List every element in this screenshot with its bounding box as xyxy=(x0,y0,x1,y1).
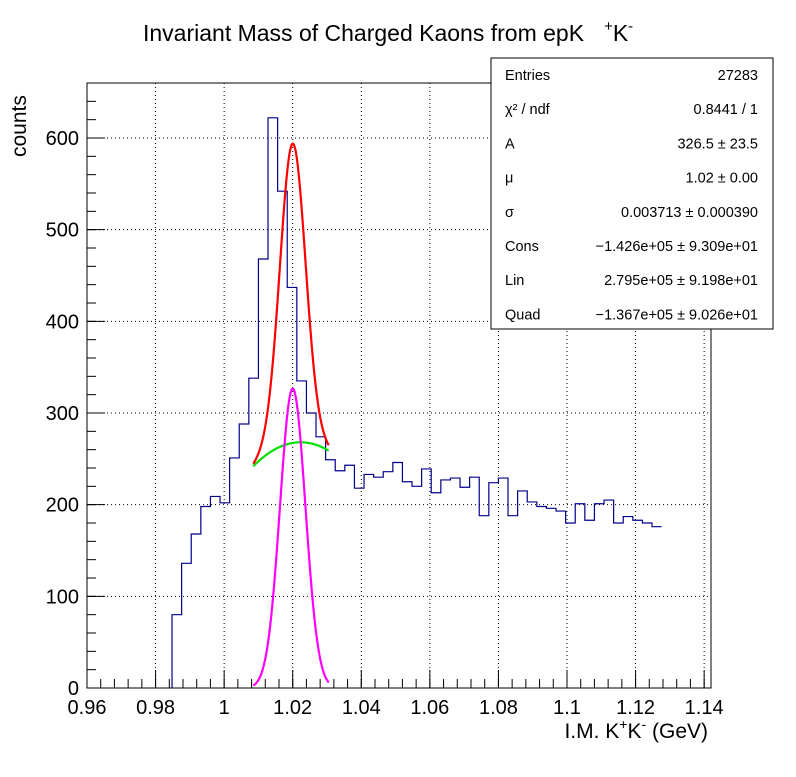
stats-label: μ xyxy=(505,171,513,187)
stats-value: −1.367e+05 ± 9.026e+01 xyxy=(596,307,758,323)
x-tick-label: 1.14 xyxy=(685,697,724,719)
chart-title: Invariant Mass of Charged Kaons from epK… xyxy=(143,18,633,46)
total-fit-curve xyxy=(252,142,330,465)
stats-value: 27283 xyxy=(718,68,758,84)
x-tick-label: 1.08 xyxy=(479,697,518,719)
stats-value: 2.795e+05 ± 9.198e+01 xyxy=(604,273,758,289)
y-tick-label: 100 xyxy=(46,586,79,608)
stats-value: 0.8441 / 1 xyxy=(694,102,759,118)
y-tick-label: 300 xyxy=(46,403,79,425)
stats-value: 1.02 ± 0.00 xyxy=(686,171,758,187)
x-tick-label: 1.1 xyxy=(553,697,581,719)
stats-label: Quad xyxy=(505,307,540,323)
stats-value: 0.003713 ± 0.000390 xyxy=(621,205,758,221)
x-tick-label: 1.02 xyxy=(273,697,312,719)
fit-curves xyxy=(252,142,330,687)
x-tick-label: 0.98 xyxy=(136,697,175,719)
histogram-line xyxy=(171,117,662,688)
y-tick-label: 500 xyxy=(46,220,79,242)
stats-label: χ² / ndf xyxy=(505,102,551,118)
x-axis-label: I.M. K+K- (GeV) xyxy=(564,716,708,743)
y-tick-label: 400 xyxy=(46,311,79,333)
y-tick-label: 600 xyxy=(46,128,79,150)
y-tick-label: 0 xyxy=(68,678,79,700)
tick-labels: 0.96 0.98 1 1.02 1.04 1.06 1.08 1.1 1.12 1.14 0 100… xyxy=(46,128,724,719)
x-tick-label: 1.04 xyxy=(342,697,381,719)
y-tick-label: 200 xyxy=(46,495,79,517)
stats-box: Entries 27283 χ² / ndf 0.8441 / 1 A 326.5 ± 2… xyxy=(490,57,774,330)
histogram-series xyxy=(171,117,662,688)
stats-label: Entries xyxy=(505,68,550,84)
stats-label: A xyxy=(505,136,515,152)
stats-label: σ xyxy=(505,205,514,221)
stats-label: Cons xyxy=(505,239,539,255)
x-tick-label: 1.06 xyxy=(410,697,449,719)
y-axis-label: counts xyxy=(8,95,31,157)
stats-box-frame xyxy=(490,57,774,330)
stats-label: Lin xyxy=(505,273,524,289)
x-tick-label: 1.12 xyxy=(616,697,655,719)
signal-fit-curve xyxy=(252,387,330,687)
background-fit-curve xyxy=(252,441,330,467)
x-tick-label: 0.96 xyxy=(68,697,107,719)
stats-value: 326.5 ± 23.5 xyxy=(677,136,758,152)
plot-frame xyxy=(86,82,712,689)
x-tick-label: 1 xyxy=(219,697,230,719)
stats-value: −1.426e+05 ± 9.309e+01 xyxy=(596,239,758,255)
